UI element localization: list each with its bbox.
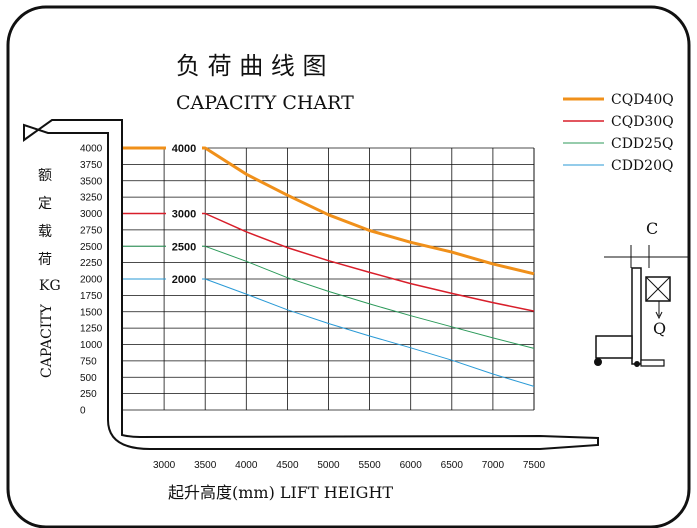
legend-label-cdd20q: CDD20Q	[611, 158, 673, 174]
x-tick-label: 7500	[523, 460, 546, 471]
x-tick-label: 7000	[482, 460, 505, 471]
y-tick-label: 2750	[80, 225, 103, 236]
y-axis-unit: KG	[39, 278, 61, 294]
mast	[631, 267, 642, 365]
truck-body	[595, 335, 633, 359]
legend-label-cqd40q: CQD40Q	[611, 92, 674, 108]
x-tick-label: 3000	[153, 460, 176, 471]
y-tick-label: 250	[80, 389, 97, 400]
fork-outline	[23, 119, 599, 450]
level-label-bg	[166, 239, 202, 254]
legend: CQD40Q CQD30Q CDD25Q CDD20Q	[563, 92, 674, 174]
x-axis-label: 起升高度(mm) LIFT HEIGHT	[168, 483, 393, 502]
legend-label-cqd30q: CQD30Q	[611, 114, 674, 130]
series-line-cqd40q	[123, 146, 535, 276]
y-axis-label-char: 额	[38, 168, 52, 184]
y-tick-label: 3000	[80, 209, 103, 220]
y-axis-label: CAPACITY	[39, 303, 55, 378]
y-tick-label: 2000	[80, 275, 103, 286]
y-tick-label: 1000	[80, 340, 103, 351]
y-axis-label-char: 定	[38, 196, 52, 212]
y-axis-label-char: 载	[38, 224, 52, 240]
q-arrow-head	[655, 311, 663, 320]
x-tick-label: 4500	[276, 460, 299, 471]
y-tick-label: 4000	[80, 144, 103, 155]
load-box-diagonal-b	[645, 276, 671, 302]
level-label-2000: 2000	[172, 274, 196, 286]
y-tick-label: 750	[80, 356, 97, 367]
x-tick-label: 5500	[358, 460, 381, 471]
y-tick-label: 3750	[80, 160, 103, 171]
series-line-cdd25q	[123, 245, 535, 349]
legend-label-cdd25q: CDD25Q	[611, 136, 673, 152]
level-label-2500: 2500	[172, 241, 196, 253]
chart-title-cn: 负 荷 曲 线 图	[176, 52, 327, 80]
y-tick-label: 1750	[80, 291, 103, 302]
plot-area: 0 250 500 750 1000 1250 1500 1750 2000 2250 2500 27…	[80, 141, 546, 471]
x-tick-label: 6000	[400, 460, 423, 471]
rear-wheel	[594, 358, 602, 366]
x-tick-label: 5000	[317, 460, 340, 471]
level-label-bg	[166, 206, 202, 221]
y-tick-label: 3250	[80, 193, 103, 204]
y-tick-label: 2500	[80, 242, 103, 253]
level-label-3000: 3000	[172, 209, 196, 221]
y-tick-label: 3500	[80, 176, 103, 187]
x-tick-label: 6500	[441, 460, 464, 471]
c-dimension-label: C	[646, 219, 658, 238]
x-tick-label: 3500	[194, 460, 217, 471]
q-load-label: Q	[653, 319, 666, 338]
y-tick-label: 1250	[80, 324, 103, 335]
y-tick-label: 0	[80, 406, 86, 417]
y-tick-label: 500	[80, 373, 97, 384]
series-line-cqd30q	[123, 212, 535, 312]
y-tick-label: 1500	[80, 307, 103, 318]
fork-tine	[640, 359, 665, 367]
front-wheel	[634, 361, 640, 367]
truck-diagram: C Q	[594, 219, 690, 367]
level-label-bg	[166, 141, 202, 155]
y-axis-label-char: 荷	[38, 252, 52, 268]
level-label-4000: 4000	[172, 143, 196, 155]
chart-title: CAPACITY CHART	[176, 92, 354, 114]
series-line-cdd20q	[123, 278, 535, 387]
x-tick-label: 4000	[235, 460, 258, 471]
y-tick-label: 2250	[80, 258, 103, 269]
level-label-bg	[166, 272, 202, 286]
